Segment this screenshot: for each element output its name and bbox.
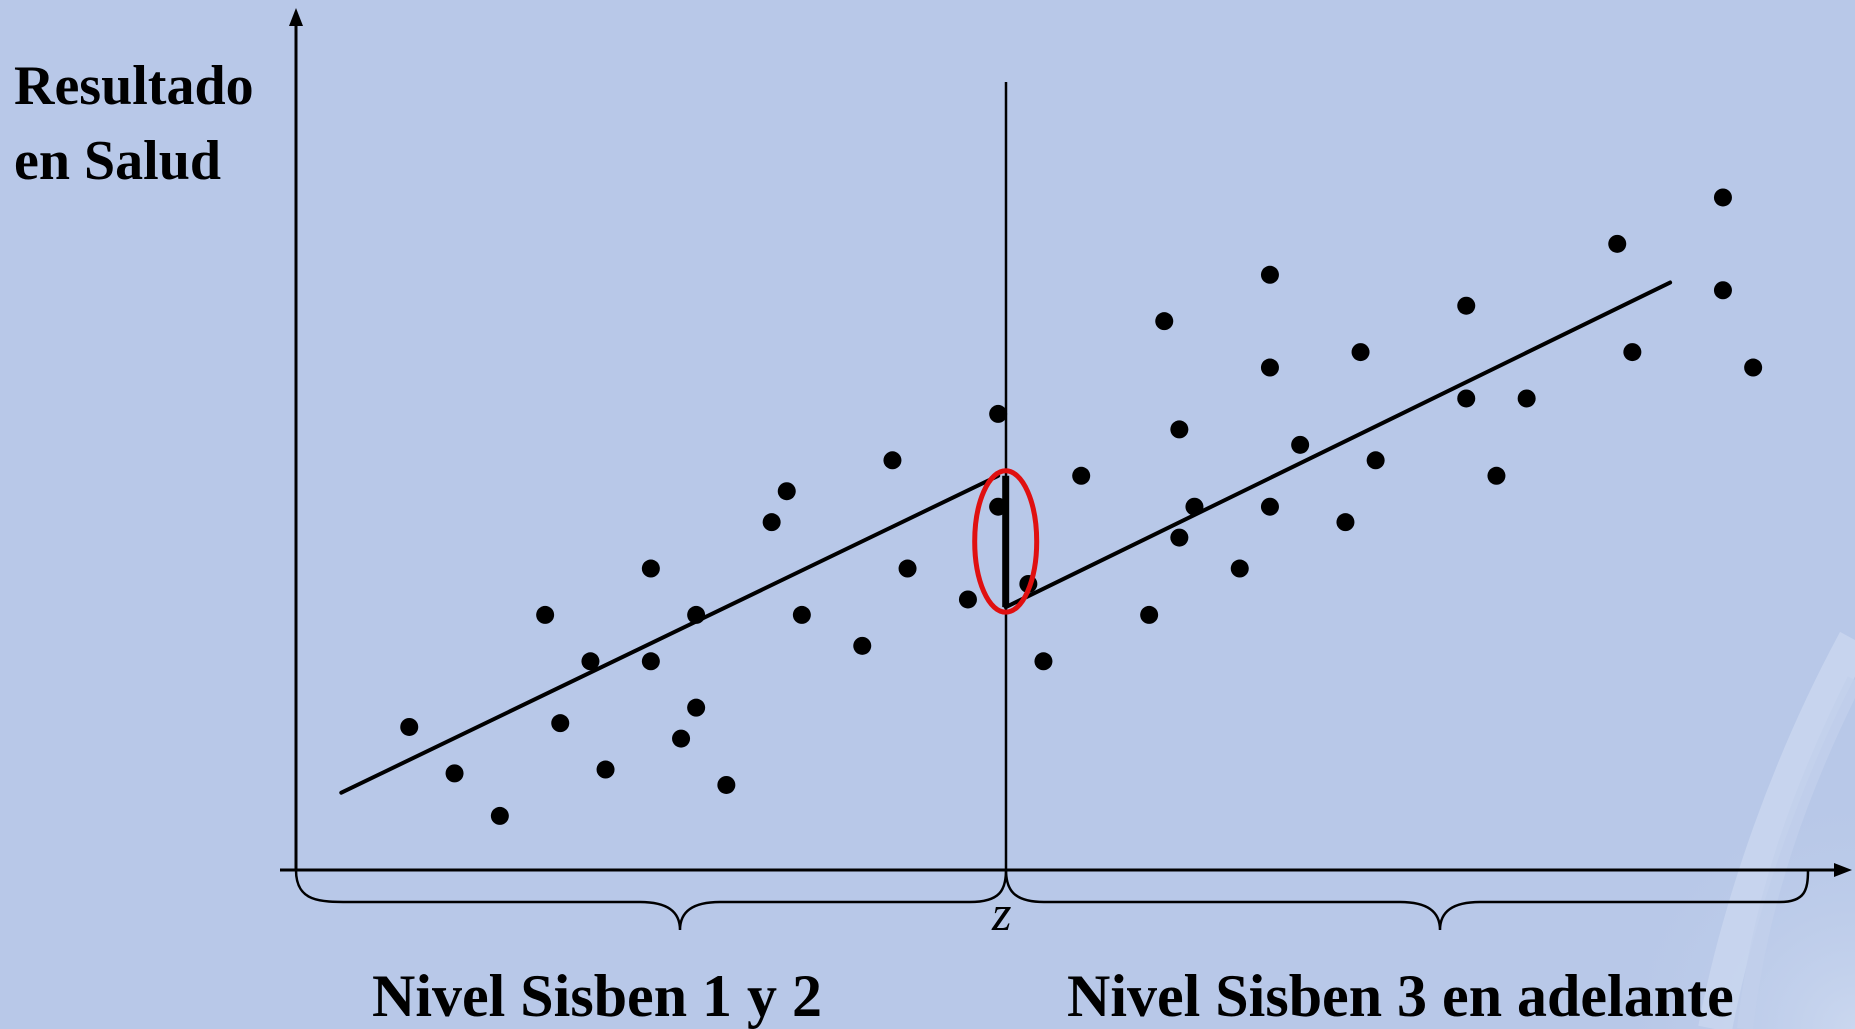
data-point-left [536, 605, 555, 624]
data-point-left [400, 717, 419, 736]
data-point-left [777, 482, 796, 501]
data-point-left [596, 760, 615, 779]
data-point-right [1140, 605, 1159, 624]
data-point-left [641, 652, 660, 671]
regression-line-left [339, 473, 1001, 795]
data-point-left [717, 775, 736, 794]
data-point-left [445, 764, 464, 783]
data-point-left [853, 636, 872, 655]
data-point-left [989, 404, 1008, 423]
data-point-right [1260, 497, 1279, 516]
x-axis [280, 863, 1852, 877]
data-point-right [1366, 451, 1385, 470]
data-point-right [1155, 312, 1174, 331]
data-point-right [1457, 296, 1476, 315]
data-point-right [1170, 420, 1189, 439]
data-point-left [581, 652, 600, 671]
y-axis [289, 8, 303, 870]
data-point-left [687, 698, 706, 717]
y-axis-title-line1: Resultado [14, 55, 254, 117]
discontinuity-highlight-ellipse [972, 468, 1040, 615]
data-point-left [551, 714, 570, 733]
data-point-right [1185, 497, 1204, 516]
data-point-right [1260, 265, 1279, 284]
data-point-right [1230, 559, 1249, 578]
data-point-left [490, 806, 509, 825]
background-swoosh [1560, 631, 1855, 1029]
regression-line-right [1003, 280, 1673, 610]
data-point-right [1034, 652, 1053, 671]
data-point-left [762, 513, 781, 532]
data-point-left [883, 451, 902, 470]
data-point-right [1351, 343, 1370, 362]
data-point-right [1072, 466, 1091, 485]
left-group-brace [294, 869, 1008, 931]
data-point-right [1713, 281, 1732, 300]
data-point-right [1487, 466, 1506, 485]
data-point-right [1291, 435, 1310, 454]
data-point-right [1713, 188, 1732, 207]
data-point-right [1517, 389, 1536, 408]
data-point-right [1744, 358, 1763, 377]
data-point-right [1623, 343, 1642, 362]
data-point-left [672, 729, 691, 748]
data-point-right [1608, 234, 1627, 253]
y-axis-title-line2: en Salud [14, 130, 221, 192]
data-point-right [1260, 358, 1279, 377]
data-point-left [898, 559, 917, 578]
right-group-label: Nivel Sisben 3 en adelante [1067, 963, 1734, 1029]
data-point-right [1336, 513, 1355, 532]
data-point-left [687, 605, 706, 624]
cutoff-label: z [992, 885, 1012, 941]
data-point-right [1457, 389, 1476, 408]
discontinuity-marker [972, 468, 1040, 615]
scatter-points [400, 188, 1763, 825]
right-group-brace [1004, 869, 1810, 931]
data-point-right [1170, 528, 1189, 547]
data-point-left [792, 605, 811, 624]
left-group-label: Nivel Sisben 1 y 2 [372, 963, 823, 1029]
data-point-left [641, 559, 660, 578]
regression-lines [339, 280, 1673, 795]
data-point-left [958, 590, 977, 609]
